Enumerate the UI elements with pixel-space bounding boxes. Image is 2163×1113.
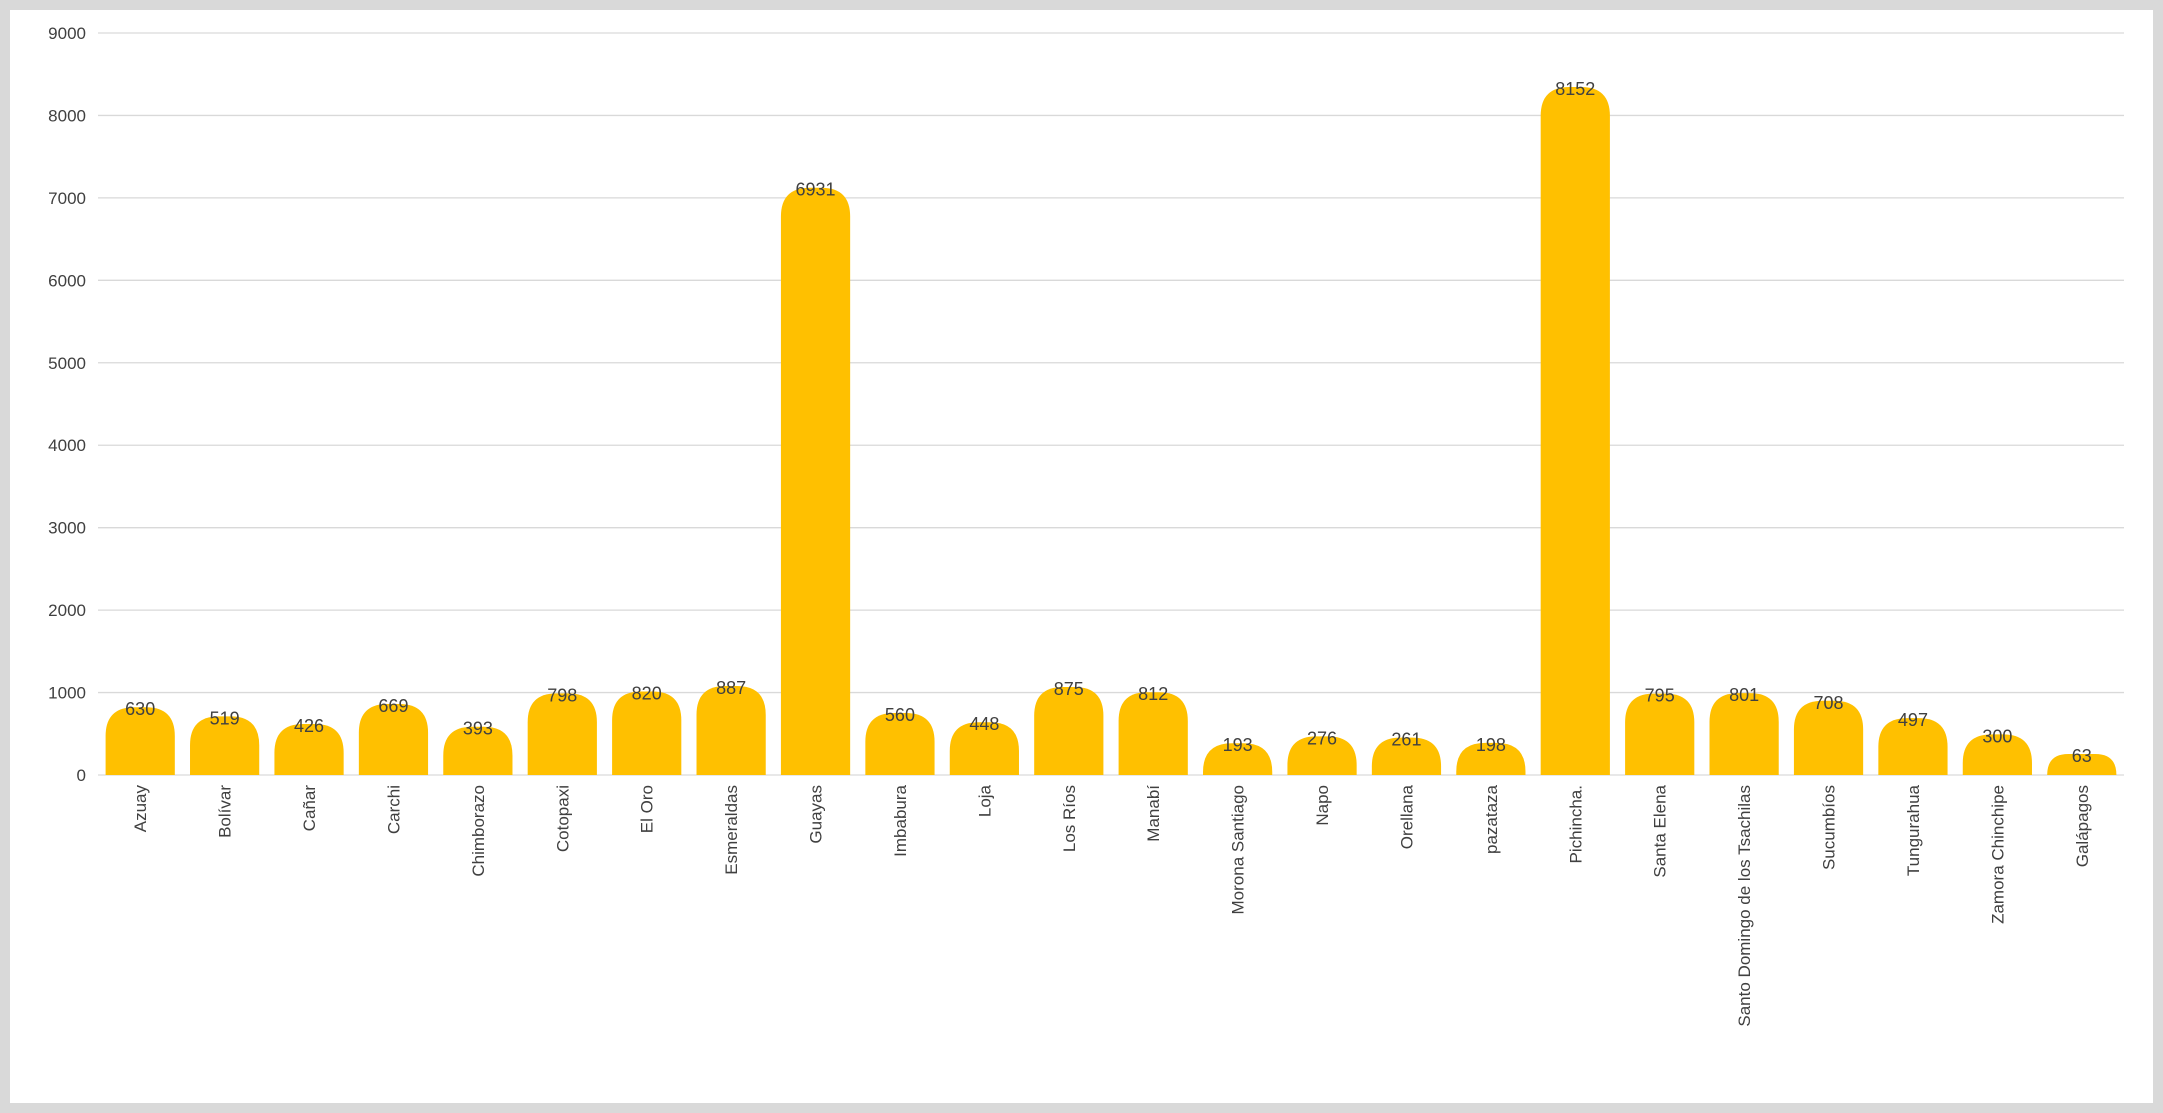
data-label: 426 [294, 716, 324, 736]
gridlines [98, 32, 2124, 776]
category-label: Sucumbíos [1820, 785, 1839, 870]
y-tick-label: 3000 [48, 519, 86, 538]
category-label: Morona Santiago [1229, 785, 1248, 914]
data-label: 8152 [1555, 79, 1595, 99]
bar-carchi [358, 703, 429, 775]
y-tick-label: 7000 [48, 189, 86, 208]
data-label: 875 [1054, 679, 1084, 699]
category-label: Cañar [300, 785, 319, 832]
category-label: Carchi [384, 785, 403, 834]
data-label: 798 [547, 685, 577, 705]
data-label: 448 [969, 714, 999, 734]
y-axis-ticks: 0 1000 2000 3000 4000 5000 6000 7000 8000 9000 [48, 24, 86, 785]
y-tick-label: 6000 [48, 271, 86, 290]
bar-manab- [1118, 692, 1188, 775]
category-label: Manabí [1144, 785, 1163, 842]
bar-zamora-chinchipe [1962, 734, 2032, 775]
data-label: 193 [1223, 735, 1253, 755]
data-label: 812 [1138, 684, 1168, 704]
category-label: Imbabura [891, 784, 910, 856]
bar-guayas [780, 187, 851, 776]
category-label: Napo [1313, 785, 1332, 826]
bar-loja [949, 722, 1019, 775]
category-axis-labels: Azuay Bolívar Cañar Carchi Chimborazo Cotopax… [131, 784, 2092, 1026]
bar-santo-domingo-de-los-tsachilas [1709, 693, 1779, 775]
data-label: 560 [885, 705, 915, 725]
data-label: 198 [1476, 735, 1506, 755]
data-label: 393 [463, 719, 493, 739]
category-label: Azuay [131, 785, 150, 833]
bar-napo [1287, 736, 1357, 775]
bar-imbabura [865, 712, 935, 775]
bar-ca-ar [274, 724, 344, 775]
data-label: 795 [1645, 686, 1675, 706]
category-label: Galápagos [2073, 785, 2092, 867]
bar-gal-pagos [2047, 753, 2117, 775]
bar-tungurahua [1878, 718, 1948, 775]
y-tick-label: 5000 [48, 354, 86, 373]
bar-orellana [1371, 737, 1442, 775]
data-label: 630 [125, 699, 155, 719]
bar-cotopaxi [527, 693, 597, 775]
category-label: Santa Elena [1651, 784, 1670, 877]
y-tick-label: 4000 [48, 436, 86, 455]
bar-pazataza [1456, 742, 1526, 775]
data-label: 801 [1729, 685, 1759, 705]
chart-frame: 0 1000 2000 3000 4000 5000 6000 7000 8000 9000 63… [10, 10, 2153, 1103]
category-label: Esmeraldas [722, 785, 741, 875]
category-label: Pichincha. [1566, 785, 1585, 863]
data-label: 820 [632, 684, 662, 704]
category-label: Zamora Chinchipe [1988, 785, 2007, 924]
data-label: 708 [1814, 693, 1844, 713]
bar-bol-var [190, 716, 260, 775]
bar-santa-elena [1625, 693, 1695, 775]
bar-pichincha- [1540, 87, 1610, 776]
data-label: 261 [1391, 730, 1421, 750]
data-label: 276 [1307, 728, 1337, 748]
category-label: Chimborazo [469, 785, 488, 877]
data-label: 300 [1982, 726, 2012, 746]
y-tick-label: 8000 [48, 106, 86, 125]
bar-el-oro [612, 691, 682, 775]
category-label: pazataza [1482, 784, 1501, 854]
data-labels: 630 519 426 669 393 798 820 887 6931 560 448 875 812… [125, 79, 2092, 766]
category-label: El Oro [638, 785, 657, 833]
bar-azuay [105, 707, 175, 775]
category-label: Bolívar [216, 785, 235, 838]
data-label: 6931 [796, 180, 836, 200]
data-label: 887 [716, 678, 746, 698]
y-tick-label: 1000 [48, 684, 86, 703]
bars [105, 87, 2117, 776]
data-label: 669 [378, 696, 408, 716]
y-tick-label: 2000 [48, 601, 86, 620]
data-label: 497 [1898, 710, 1928, 730]
category-label: Loja [975, 784, 994, 817]
bar-morona-santiago [1203, 743, 1273, 775]
category-label: Los Ríos [1060, 785, 1079, 852]
bar-los-r-os [1034, 686, 1104, 775]
y-tick-label: 0 [77, 766, 86, 785]
data-label: 519 [210, 708, 240, 728]
y-tick-label: 9000 [48, 24, 86, 43]
bar-sucumb-os [1793, 700, 1864, 775]
bar-chart: 0 1000 2000 3000 4000 5000 6000 7000 8000 9000 63… [48, 24, 2124, 1027]
category-label: Tungurahua [1904, 784, 1923, 876]
category-label: Cotopaxi [553, 785, 572, 852]
category-label: Guayas [807, 785, 826, 844]
category-label: Santo Domingo de los Tsachilas [1735, 785, 1754, 1027]
category-label: Orellana [1397, 784, 1416, 849]
bar-esmeraldas [696, 686, 766, 775]
bar-chimborazo [443, 726, 513, 775]
data-label: 63 [2072, 746, 2092, 766]
